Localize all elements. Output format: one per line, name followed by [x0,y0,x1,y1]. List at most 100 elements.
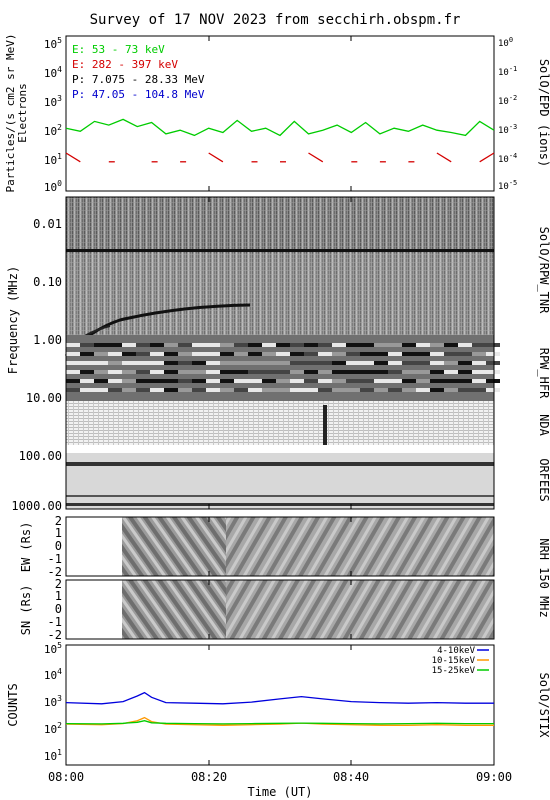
hfr-block [374,370,388,374]
hfr-block [430,361,444,365]
series-line-e-282-397-kev [308,152,324,163]
hfr-block [108,343,122,347]
hfr-block [486,370,500,374]
orfees-band [66,453,494,509]
hfr-block [388,388,402,392]
hfr-block [262,379,276,383]
hfr-block [66,361,80,365]
legend-p47: P: 47.05 - 104.8 MeV [72,88,205,101]
stix-legend-15-25: 15-25keV [432,666,476,676]
hfr-block [444,370,458,374]
series-line-15-25kev [65,720,494,725]
hfr-block [122,352,136,356]
hfr-block [66,370,80,374]
hfr-block [346,361,360,365]
hfr-block [346,370,360,374]
hfr-block [416,379,430,383]
nrh-sn-ticks: 2 1 0 -1 -2 [48,577,62,642]
hfr-block [178,361,192,365]
hfr-block [388,361,402,365]
hfr-block [122,388,136,392]
hfr-block [94,379,108,383]
stix-ticks: 105 104 103 102 101 [44,641,62,763]
hfr-block [164,343,178,347]
hfr-block [178,388,192,392]
stix-frame [65,644,495,766]
hfr-block [290,388,304,392]
spectrum-frame [65,196,495,510]
hfr-block [346,388,360,392]
hfr-block [66,379,80,383]
hfr-block [248,352,262,356]
hfr-block [234,343,248,347]
hfr-block [108,379,122,383]
series-line-e-282-397-kev [208,152,224,163]
hfr-block [234,388,248,392]
hfr-block [276,343,290,347]
hfr-block [402,388,416,392]
ew-tick: 2 [55,514,62,528]
orfees-line [66,503,494,506]
nrh-ew-image-a [122,517,226,576]
hfr-block [388,379,402,383]
hfr-block [94,352,108,356]
hfr-block [486,361,500,365]
stix-ylabel: COUNTS [6,683,20,726]
hfr-block [486,343,500,347]
stix-legend: 4-10keV 10-15keV 15-25keV [432,646,489,676]
hfr-block [388,370,402,374]
hfr-block [248,343,262,347]
stix-series [65,691,494,726]
hfr-block [178,379,192,383]
hfr-block [94,361,108,365]
tnr-haze [66,253,494,335]
hfr-block [318,388,332,392]
hfr-block [192,388,206,392]
hfr-blocks [66,343,500,392]
hfr-block [122,370,136,374]
tnr-high-band [66,253,494,335]
hfr-block [318,370,332,374]
hfr-block [136,379,150,383]
hfr-block [234,361,248,365]
spectrum-ticks: 0.01 0.10 1.00 10.00 100.00 1000.00 [11,217,62,513]
hfr-block [346,343,360,347]
series-line-e-53-73-kev [65,118,495,137]
hfr-block [164,379,178,383]
epd-ytick: 100 [44,179,62,194]
stix-legend-10-15: 10-15keV [432,656,476,666]
hfr-block [262,370,276,374]
hfr-block [304,370,318,374]
figure-title: Survey of 17 NOV 2023 from secchirh.obsp… [90,12,461,28]
hfr-block [262,352,276,356]
hfr-block [80,343,94,347]
hfr-block [332,361,346,365]
hfr-block [248,379,262,383]
x-tick-label: 09:00 [476,770,512,784]
ew-tick: -1 [48,552,62,566]
hfr-block [206,361,220,365]
hfr-block [108,388,122,392]
series-line-e-282-397-kev [479,152,495,163]
nrh-sn-image-b [226,580,494,639]
hfr-block [276,361,290,365]
hfr-block [388,343,402,347]
hfr-block [374,361,388,365]
hfr-block [94,370,108,374]
hfr-block [346,352,360,356]
stix-ytick: 105 [44,641,62,656]
series-line-e-282-397-kev [436,152,452,163]
hfr-block [136,370,150,374]
hfr-block [374,379,388,383]
hfr-block [444,361,458,365]
nda-burst [323,405,327,447]
hfr-block [150,343,164,347]
epd-ytick: 103 [44,94,62,109]
freq-tick: 1.00 [33,333,62,347]
hfr-block [444,379,458,383]
hfr-block [94,388,108,392]
hfr-block [220,361,234,365]
epd-right-ytick: 100 [498,36,513,49]
sn-tick: 1 [55,589,62,603]
